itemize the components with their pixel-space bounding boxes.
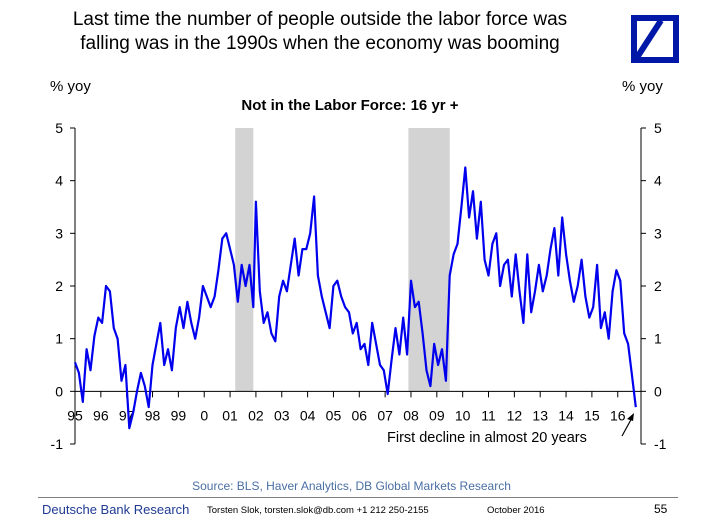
x-tick-label-10: 10 [455, 407, 471, 423]
right-y-tick-label-2: 2 [654, 278, 662, 294]
right-y-tick-label-0: 0 [654, 383, 662, 399]
annotation-text: First decline in almost 20 years [387, 430, 587, 446]
recession-band-2 [408, 128, 450, 392]
x-tick-label-15: 15 [584, 407, 600, 423]
x-tick-label-96: 96 [93, 407, 109, 423]
x-tick-label-12: 12 [507, 407, 523, 423]
x-tick-label-0: 0 [200, 407, 208, 423]
page-number: 55 [654, 502, 668, 516]
left-y-tick-label-0: 0 [55, 383, 63, 399]
left-y-tick-label--1: -1 [51, 436, 64, 452]
right-y-tick-label-5: 5 [654, 120, 662, 136]
deutsche-bank-logo [631, 15, 679, 63]
footer-bank-name: Deutsche Bank Research [42, 502, 190, 517]
x-tick-label-01: 01 [222, 407, 238, 423]
left-y-tick-label-3: 3 [55, 225, 63, 241]
x-tick-label-98: 98 [145, 407, 161, 423]
x-tick-label-06: 06 [352, 407, 368, 423]
x-tick-label-99: 99 [171, 407, 187, 423]
left-y-tick-label-1: 1 [55, 331, 63, 347]
footer-date: October 2016 [487, 505, 545, 516]
x-tick-label-02: 02 [248, 407, 264, 423]
left-y-tick-label-2: 2 [55, 278, 63, 294]
x-tick-label-09: 09 [429, 407, 445, 423]
x-tick-label-13: 13 [532, 407, 548, 423]
source-note: Source: BLS, Haver Analytics, DB Global … [192, 479, 511, 493]
chart-title: Not in the Labor Force: 16 yr + [241, 97, 459, 114]
x-tick-label-03: 03 [274, 407, 290, 423]
headline-line-2: falling was in the 1990s when the econom… [80, 33, 560, 54]
x-tick-label-05: 05 [326, 407, 342, 423]
annotation-arrow-head [627, 413, 634, 421]
x-tick-label-16: 16 [610, 407, 626, 423]
right-y-tick-label-1: 1 [654, 331, 662, 347]
footer-divider [38, 497, 678, 498]
x-tick-label-11: 11 [481, 407, 496, 423]
left-y-tick-label-5: 5 [55, 120, 63, 136]
series-line [73, 166, 637, 430]
left-axis-unit: % yoy [50, 78, 91, 95]
headline: Last time the number of people outside t… [40, 8, 600, 56]
left-y-tick-label-4: 4 [55, 173, 63, 189]
headline-line-1: Last time the number of people outside t… [72, 9, 568, 30]
recession-band-1 [235, 128, 254, 392]
right-axis-unit: % yoy [622, 78, 663, 95]
right-y-tick-label--1: -1 [654, 436, 667, 452]
right-y-tick-label-3: 3 [654, 225, 662, 241]
right-y-tick-label-4: 4 [654, 173, 662, 189]
x-tick-label-08: 08 [403, 407, 419, 423]
x-tick-label-07: 07 [377, 407, 393, 423]
x-tick-label-95: 95 [67, 407, 83, 423]
footer-contact: Torsten Slok, torsten.slok@db.com +1 212… [207, 505, 429, 516]
x-tick-label-04: 04 [300, 407, 316, 423]
x-tick-label-14: 14 [558, 407, 574, 423]
